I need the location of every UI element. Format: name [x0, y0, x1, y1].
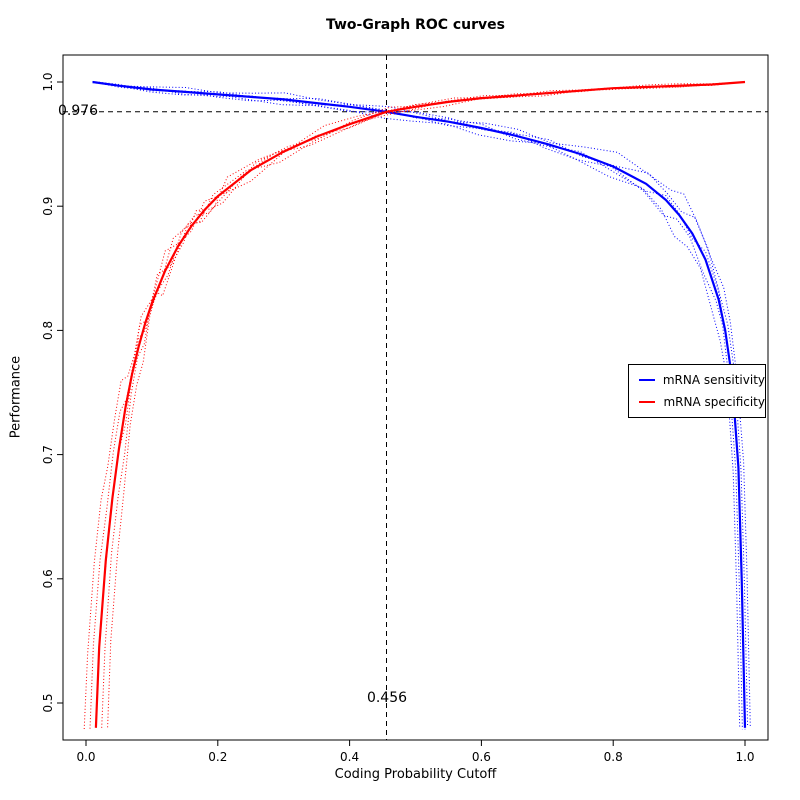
specificity-fold-curve: [95, 81, 746, 727]
y-tick-label: 1.0: [41, 72, 55, 91]
specificity-fold-curve: [89, 81, 746, 729]
x-tick-label: 0.2: [208, 750, 227, 764]
specificity-fold-curve: [83, 81, 746, 730]
sensitivity-fold-curve: [92, 81, 746, 730]
legend: mRNA sensitivity mRNA specificity: [628, 364, 766, 418]
y-tick-label: 0.9: [41, 197, 55, 216]
x-tick-label: 0.6: [472, 750, 491, 764]
x-tick-label: 1.0: [735, 750, 754, 764]
chart-title: Two-Graph ROC curves: [325, 17, 506, 33]
sensitivity-line-swatch: [639, 379, 655, 381]
legend-label-sensitivity: mRNA sensitivity: [662, 373, 765, 387]
y-tick-label: 0.5: [41, 693, 55, 712]
plot-border: [62, 54, 769, 741]
x-tick-label: 0.4: [340, 750, 359, 764]
x-tick-label: 0.0: [76, 750, 95, 764]
y-tick-label: 0.6: [41, 569, 55, 588]
sensitivity-fold-curve: [92, 82, 741, 729]
sensitivity-mean-curve: [92, 80, 747, 728]
specificity-mean-curve: [94, 80, 746, 728]
legend-item-specificity: mRNA specificity: [639, 395, 765, 409]
y-tick-label: 0.7: [41, 445, 55, 464]
hline-value-label: 0.976: [58, 103, 99, 119]
legend-label-specificity: mRNA specificity: [663, 395, 765, 409]
specificity-line-swatch: [639, 401, 656, 403]
vline-value-label: 0.456: [366, 690, 408, 706]
x-tick-label: 0.8: [604, 750, 623, 764]
x-axis-label: Coding Probability Cutoff: [334, 767, 497, 782]
legend-item-sensitivity: mRNA sensitivity: [639, 373, 765, 387]
sensitivity-fold-curve: [92, 81, 749, 727]
y-axis-label: Performance: [8, 355, 24, 439]
y-tick-label: 0.8: [41, 321, 55, 340]
